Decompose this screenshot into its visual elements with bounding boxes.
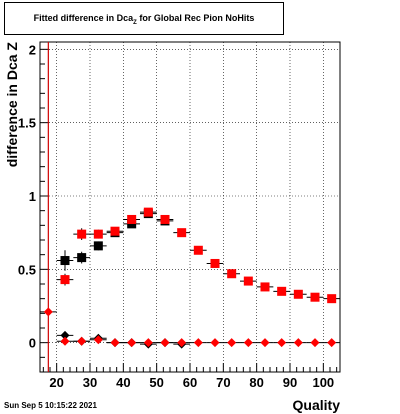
data-point: [93, 229, 103, 239]
data-point: [110, 338, 120, 348]
data-point: [127, 214, 137, 224]
data-point: [293, 289, 303, 299]
data-point: [277, 338, 287, 348]
chart-title-suffix: for Global Rec Pion NoHits: [139, 13, 255, 23]
x-tick-label: 70: [216, 375, 230, 390]
y-tick-label: 0: [29, 336, 36, 351]
data-point: [293, 338, 303, 348]
x-axis-label: Quality: [293, 397, 341, 413]
data-point: [143, 207, 153, 217]
data-point: [310, 338, 320, 348]
data-point: [143, 338, 153, 348]
data-point: [77, 336, 87, 346]
chart-title-main: Fitted difference in Dca: [33, 13, 134, 23]
data-point: [60, 336, 70, 346]
data-point: [177, 338, 187, 348]
data-point: [210, 338, 220, 348]
data-point: [60, 256, 70, 266]
data-point: [160, 214, 170, 224]
datestamp: Sun Sep 5 10:15:22 2021: [4, 401, 97, 410]
y-tick-label: 2: [29, 42, 36, 57]
data-point: [77, 253, 87, 263]
x-tick-label: 60: [183, 375, 197, 390]
plot-frame: [39, 41, 341, 373]
x-tick-label: 50: [149, 375, 163, 390]
data-point: [227, 269, 237, 279]
data-point: [243, 276, 253, 286]
data-point: [193, 338, 203, 348]
x-tick-label: 30: [83, 375, 97, 390]
data-point: [327, 294, 337, 304]
data-point: [327, 338, 337, 348]
data-point: [93, 335, 103, 345]
data-point: [77, 229, 87, 239]
x-tick-label: 100: [312, 375, 334, 390]
data-point: [260, 282, 270, 292]
y-tick-label: 1: [29, 189, 36, 204]
data-point: [93, 241, 103, 251]
y-axis-label: difference in Dca Z: [4, 42, 20, 168]
chart-title-subscript: Z: [133, 20, 137, 26]
data-point: [277, 286, 287, 296]
data-point: [210, 258, 220, 268]
x-tick-label: 40: [116, 375, 130, 390]
data-point: [160, 338, 170, 348]
x-tick-label: 90: [283, 375, 297, 390]
data-point: [260, 338, 270, 348]
chart-title: Fitted difference in DcaZ for Global Rec…: [5, 13, 283, 26]
data-point: [227, 338, 237, 348]
data-point: [177, 228, 187, 238]
x-tick-label: 20: [49, 375, 63, 390]
data-point: [243, 338, 253, 348]
y-tick-label: 1.5: [18, 116, 36, 131]
data-series-3: [40, 307, 340, 348]
y-tick-label: 0.5: [18, 262, 36, 277]
data-point: [127, 338, 137, 348]
data-point: [310, 292, 320, 302]
data-point: [193, 245, 203, 255]
data-point: [110, 226, 120, 236]
chart-title-box: Fitted difference in DcaZ for Global Rec…: [4, 2, 284, 35]
x-tick-label: 80: [249, 375, 263, 390]
data-point: [43, 307, 53, 317]
data-series-1: [56, 207, 340, 304]
data-point: [60, 275, 70, 285]
data-point: [60, 330, 70, 340]
